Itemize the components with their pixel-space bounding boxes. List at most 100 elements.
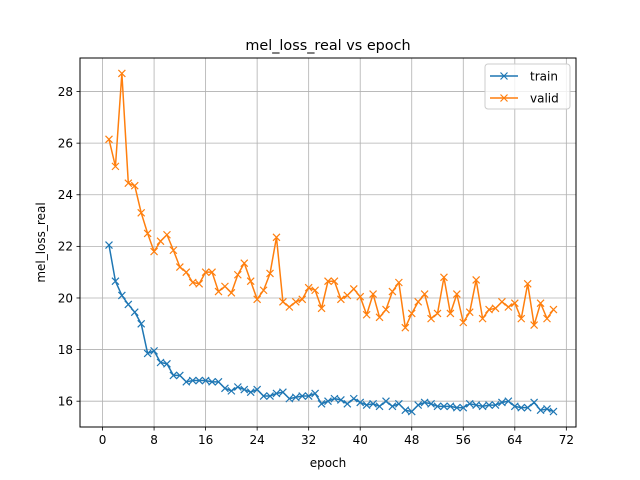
x-axis-label: epoch bbox=[310, 456, 347, 470]
y-axis: 16 18 20 22 24 26 28 bbox=[58, 85, 80, 408]
data-point-train bbox=[497, 398, 506, 407]
data-point-valid bbox=[401, 323, 410, 332]
data-point-train bbox=[414, 401, 423, 409]
data-point-valid bbox=[485, 305, 493, 314]
data-point-train bbox=[298, 392, 307, 400]
data-point-valid bbox=[343, 291, 352, 300]
data-point-valid bbox=[420, 290, 429, 299]
data-point-train bbox=[317, 399, 326, 408]
data-point-valid bbox=[375, 313, 384, 322]
y-tick-label: 18 bbox=[58, 343, 73, 357]
data-point-valid bbox=[478, 314, 487, 323]
data-point-valid bbox=[497, 297, 506, 306]
legend-label-train: train bbox=[530, 70, 558, 84]
data-point-train bbox=[433, 402, 442, 411]
data-point-valid bbox=[291, 297, 300, 306]
data-point-valid bbox=[510, 299, 519, 308]
data-point-valid bbox=[201, 268, 210, 277]
data-point-train bbox=[266, 392, 274, 400]
data-point-valid bbox=[221, 282, 229, 291]
data-point-train bbox=[150, 346, 159, 355]
data-point-train bbox=[336, 395, 345, 404]
data-point-train bbox=[214, 377, 223, 386]
data-point-valid bbox=[530, 321, 539, 329]
data-point-valid bbox=[336, 295, 345, 304]
data-point-train bbox=[382, 397, 390, 406]
data-point-train bbox=[375, 402, 384, 411]
data-point-valid bbox=[356, 292, 365, 301]
data-point-train bbox=[517, 403, 526, 412]
data-point-train bbox=[175, 371, 184, 380]
data-point-valid bbox=[330, 277, 339, 286]
data-point-valid bbox=[169, 246, 178, 255]
data-point-train bbox=[221, 384, 229, 393]
series-train bbox=[105, 241, 558, 416]
data-point-valid bbox=[324, 277, 332, 286]
data-point-valid bbox=[111, 162, 120, 171]
data-point-train bbox=[208, 377, 216, 386]
data-point-train bbox=[201, 376, 210, 385]
chart-title: mel_loss_real vs epoch bbox=[245, 38, 410, 54]
data-point-valid bbox=[124, 179, 133, 188]
data-point-valid bbox=[240, 259, 249, 268]
data-point-valid bbox=[517, 314, 526, 323]
data-point-train bbox=[427, 399, 435, 408]
data-point-train bbox=[137, 319, 146, 328]
data-point-valid bbox=[414, 297, 423, 306]
data-point-train bbox=[304, 392, 313, 400]
legend-label-valid: valid bbox=[530, 92, 559, 106]
data-point-valid bbox=[246, 277, 255, 286]
data-point-train bbox=[440, 402, 448, 411]
data-point-train bbox=[510, 402, 519, 411]
data-point-valid bbox=[491, 304, 500, 313]
data-point-valid bbox=[259, 286, 268, 295]
data-point-valid bbox=[440, 273, 448, 282]
data-point-valid bbox=[208, 268, 216, 277]
data-point-train bbox=[188, 376, 197, 385]
y-axis-label: mel_loss_real bbox=[34, 202, 48, 282]
x-tick-label: 24 bbox=[250, 433, 265, 447]
data-point-train bbox=[523, 403, 532, 412]
y-tick-label: 16 bbox=[58, 394, 73, 408]
data-point-train bbox=[182, 377, 191, 386]
data-point-valid bbox=[472, 275, 481, 284]
data-point-train bbox=[330, 394, 339, 403]
data-point-train bbox=[233, 383, 242, 391]
data-point-valid bbox=[446, 309, 455, 318]
data-point-train bbox=[343, 399, 352, 408]
data-point-valid bbox=[394, 278, 403, 287]
data-point-train bbox=[195, 376, 204, 385]
data-point-train bbox=[240, 385, 249, 394]
data-point-valid bbox=[233, 270, 242, 279]
data-point-valid bbox=[388, 287, 397, 296]
data-point-train bbox=[227, 386, 236, 395]
data-point-valid bbox=[137, 208, 146, 217]
data-point-train bbox=[536, 406, 545, 415]
series-valid bbox=[105, 69, 558, 332]
data-point-valid bbox=[272, 233, 281, 242]
x-axis: 0 8 16 24 32 40 48 56 64 72 bbox=[99, 427, 574, 447]
x-tick-label: 56 bbox=[456, 433, 471, 447]
data-point-valid bbox=[214, 287, 223, 296]
data-point-valid bbox=[143, 229, 152, 238]
data-point-valid bbox=[304, 283, 313, 292]
data-point-valid bbox=[459, 318, 468, 327]
data-point-train bbox=[111, 277, 120, 286]
data-point-train bbox=[369, 399, 378, 408]
y-tick-label: 20 bbox=[58, 291, 73, 305]
data-point-train bbox=[124, 300, 133, 309]
x-tick-label: 72 bbox=[559, 433, 574, 447]
data-point-valid bbox=[195, 279, 204, 288]
data-point-train bbox=[459, 403, 468, 412]
data-point-valid bbox=[188, 278, 197, 287]
data-point-train bbox=[504, 397, 513, 406]
data-point-valid bbox=[382, 305, 390, 314]
y-tick-label: 28 bbox=[58, 85, 73, 99]
data-point-train bbox=[401, 406, 410, 415]
data-point-valid bbox=[227, 288, 236, 297]
data-point-valid bbox=[285, 303, 294, 311]
data-point-valid bbox=[452, 290, 461, 299]
data-point-valid bbox=[117, 69, 126, 78]
legend-marker-valid bbox=[500, 94, 508, 102]
x-tick-label: 0 bbox=[99, 433, 107, 447]
